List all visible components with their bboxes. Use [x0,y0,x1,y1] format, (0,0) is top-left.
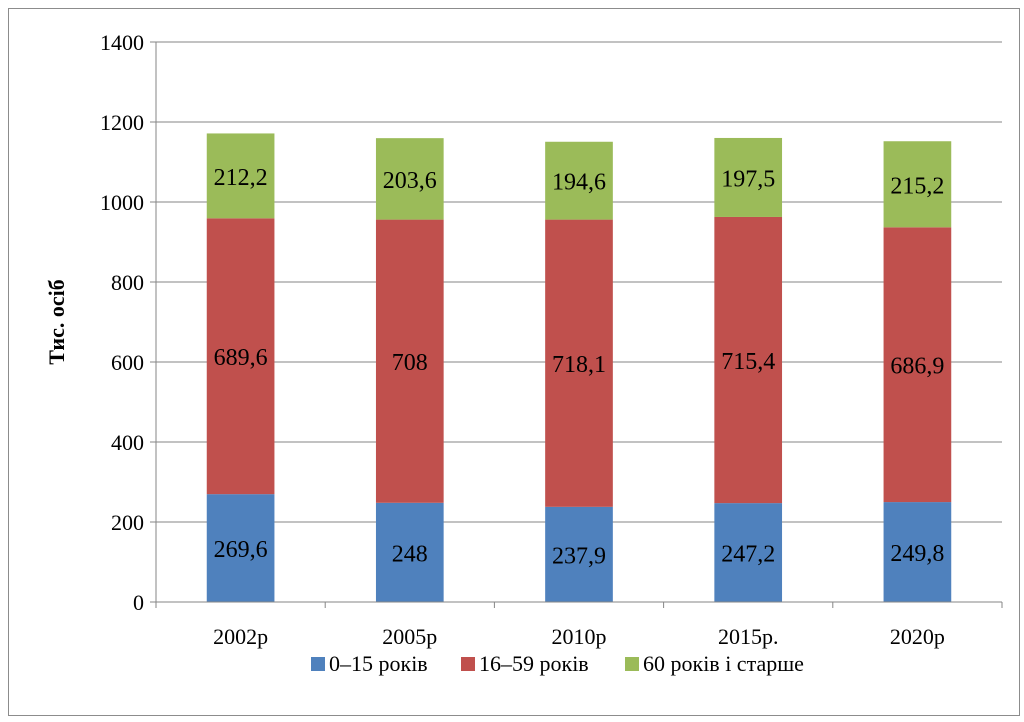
data-label: 686,9 [890,354,944,380]
y-tick-label: 1000 [100,190,144,215]
bar-segment-2015р.-1 [714,503,783,602]
x-tick-label: 2010р [552,624,607,649]
bar-segment-2010р-2 [545,219,613,507]
legend: 0–15 років 16–59 років 60 років і старше [311,651,804,676]
x-tick-label: 2005р [382,624,437,649]
bar-segment-2005р-2 [375,219,444,503]
data-label: 708 [392,350,428,376]
legend-swatch [625,657,639,671]
data-label: 194,6 [552,170,606,196]
bar-segment-2020р-1 [883,502,952,602]
y-axis-title: Тис. осіб [44,279,69,364]
legend-swatch [311,657,325,671]
legend-entry: 0–15 років [329,651,428,676]
data-label: 715,4 [721,349,775,375]
y-tick-labels: 0 200 400 600 800 1000 1200 1400 [100,30,144,615]
y-tick-label: 1400 [100,30,144,55]
data-labels: 269,6 689,6 212,2 248 708 203,6 237,9 718,1 194,… [214,165,945,570]
legend-entry: 16–59 років [479,651,589,676]
data-label: 269,6 [214,537,268,563]
bar-segment-2002р-2 [206,218,275,495]
legend-swatch [461,657,475,671]
bar-segment-2010р-1 [545,506,613,602]
x-tick-label: 2002р [213,624,268,649]
data-label: 249,8 [890,541,944,567]
y-tick-label: 1200 [100,110,144,135]
data-label: 203,6 [383,168,437,194]
y-tick-label: 600 [111,350,144,375]
bar-segment-2015р.-3 [714,137,783,217]
data-label: 689,6 [214,345,268,371]
bar-segment-2015р.-2 [714,216,783,504]
data-label: 718,1 [552,352,606,378]
bar-segment-2005р-1 [375,502,444,602]
y-tick-label: 800 [111,270,144,295]
bars [206,133,952,602]
bar-segment-2002р-3 [206,133,275,219]
data-label: 248 [392,541,428,567]
bar-segment-2010р-3 [545,141,613,220]
bar-segment-2005р-3 [375,138,444,220]
data-label: 197,5 [721,166,775,192]
x-tick-label: 2020р [890,624,945,649]
bar-segment-2002р-1 [206,494,275,602]
y-tick-label: 200 [111,510,144,535]
data-label: 237,9 [552,543,606,569]
bar-segment-2020р-2 [883,227,952,503]
legend-entry: 60 років і старше [643,651,804,676]
data-label: 212,2 [214,165,268,191]
x-tick-label: 2015р. [718,624,779,649]
y-tick-label: 0 [133,590,144,615]
data-label: 215,2 [890,173,944,199]
axes [150,41,1003,608]
data-label: 247,2 [721,542,775,568]
x-tick-labels: 2002р 2005р 2010р 2015р. 2020р [213,624,945,649]
y-tick-label: 400 [111,430,144,455]
bar-segment-2020р-3 [883,141,952,228]
